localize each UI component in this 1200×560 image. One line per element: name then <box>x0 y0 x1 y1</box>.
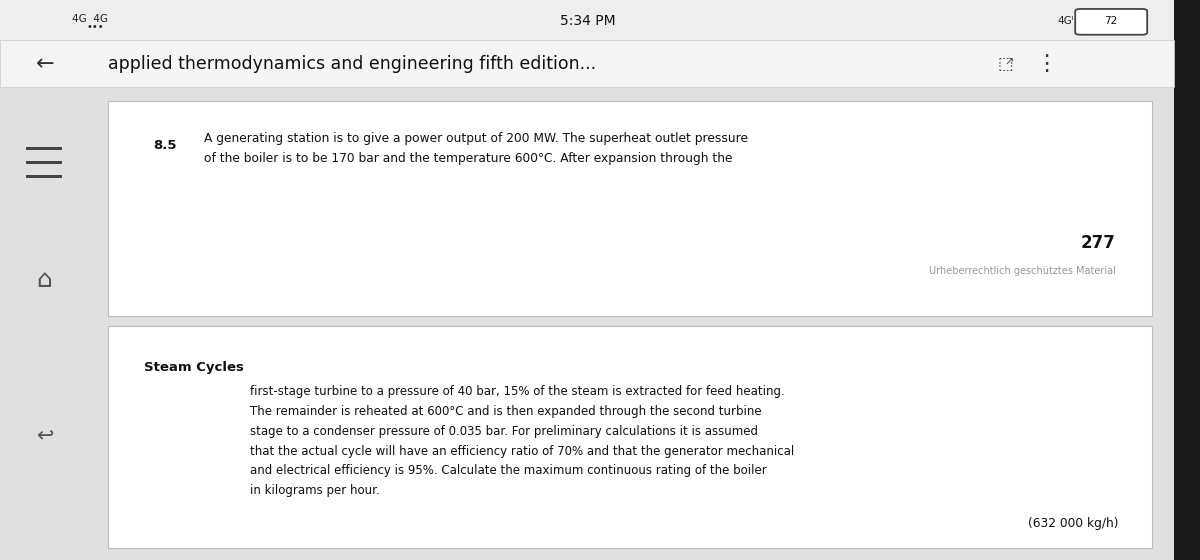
Text: 5:34 PM: 5:34 PM <box>560 14 616 28</box>
Text: first-stage turbine to a pressure of 40 bar, 15% of the steam is extracted for f: first-stage turbine to a pressure of 40 … <box>250 385 794 497</box>
Text: ⬚: ⬚ <box>997 55 1014 73</box>
Bar <box>1174 0 1200 560</box>
Text: ⌂: ⌂ <box>36 268 53 292</box>
Text: ⋮: ⋮ <box>1036 54 1057 74</box>
Bar <box>0 40 1174 87</box>
Text: Urheberrechtlich geschütztes Material: Urheberrechtlich geschütztes Material <box>929 266 1116 276</box>
FancyBboxPatch shape <box>1075 9 1147 35</box>
Text: ↩: ↩ <box>36 427 53 447</box>
Text: 277: 277 <box>1081 234 1116 252</box>
Text: 8.5: 8.5 <box>154 139 178 152</box>
Text: 4G  4G: 4G 4G <box>72 14 108 24</box>
FancyBboxPatch shape <box>108 326 1152 548</box>
Text: Steam Cycles: Steam Cycles <box>144 361 244 374</box>
Bar <box>26 175 62 178</box>
Text: A generating station is to give a power output of 200 MW. The superheat outlet p: A generating station is to give a power … <box>204 132 748 165</box>
Bar <box>26 161 62 164</box>
Text: •••: ••• <box>86 22 104 32</box>
Text: applied thermodynamics and engineering fifth edition...: applied thermodynamics and engineering f… <box>108 55 596 73</box>
FancyBboxPatch shape <box>108 101 1152 316</box>
Text: ↗: ↗ <box>1004 58 1014 68</box>
Text: 4Gᴵ: 4Gᴵ <box>1057 16 1074 26</box>
Text: (632 000 kg/h): (632 000 kg/h) <box>1028 517 1118 530</box>
Text: 72: 72 <box>1104 16 1118 26</box>
Bar <box>26 147 62 150</box>
Bar <box>0 0 1174 40</box>
Text: ←: ← <box>36 54 55 74</box>
